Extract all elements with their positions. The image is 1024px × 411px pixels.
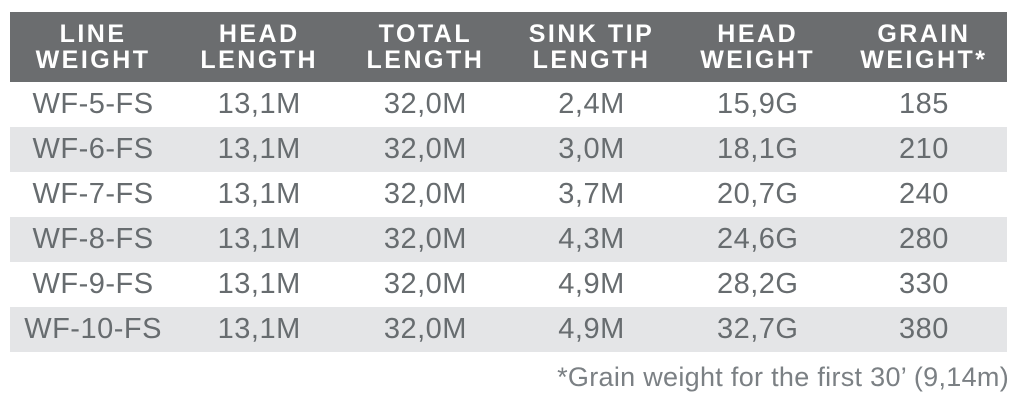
table-row: WF-7-FS 13,1M 32,0M 3,7M 20,7G 240 xyxy=(10,172,1007,217)
col-header-head-length: HEAD LENGTH xyxy=(176,12,342,82)
cell-grain-weight: 240 xyxy=(898,178,949,210)
cell-grain-weight: 380 xyxy=(898,313,949,345)
cell-head-length: 13,1M xyxy=(217,313,301,345)
line-spec-table: LINE WEIGHT HEAD LENGTH TOTAL LENGTH SIN… xyxy=(10,12,1007,352)
col-header-line1: LINE xyxy=(59,20,127,48)
cell-line-weight: WF-9-FS xyxy=(32,268,154,300)
cell-head-weight: 18,1G xyxy=(716,133,799,165)
cell-sink-tip-length: 4,9M xyxy=(558,268,625,300)
cell-line-weight: WF-6-FS xyxy=(32,133,154,165)
cell-sink-tip-length: 3,7M xyxy=(558,178,625,210)
cell-line-weight: WF-10-FS xyxy=(24,313,162,345)
cell-sink-tip-length: 4,9M xyxy=(558,313,625,345)
col-header-total-length: TOTAL LENGTH xyxy=(342,12,508,82)
cell-total-length: 32,0M xyxy=(383,313,467,345)
cell-head-weight: 20,7G xyxy=(716,178,799,210)
col-header-head-weight: HEAD WEIGHT xyxy=(675,12,841,82)
cell-sink-tip-length: 4,3M xyxy=(558,223,625,255)
cell-sink-tip-length: 2,4M xyxy=(558,88,625,120)
cell-head-length: 13,1M xyxy=(217,178,301,210)
cell-head-weight: 32,7G xyxy=(716,313,799,345)
cell-total-length: 32,0M xyxy=(383,268,467,300)
table-header: LINE WEIGHT HEAD LENGTH TOTAL LENGTH SIN… xyxy=(10,12,1007,82)
cell-grain-weight: 330 xyxy=(898,268,949,300)
table-body: WF-5-FS 13,1M 32,0M 2,4M 15,9G 185 WF-6-… xyxy=(10,82,1007,352)
cell-head-length: 13,1M xyxy=(217,268,301,300)
cell-total-length: 32,0M xyxy=(383,133,467,165)
col-header-line2: LENGTH xyxy=(532,46,651,74)
cell-head-length: 13,1M xyxy=(217,88,301,120)
col-header-sink-tip-length: SINK TIP LENGTH xyxy=(508,12,674,82)
cell-grain-weight: 210 xyxy=(898,133,949,165)
cell-grain-weight: 280 xyxy=(898,223,949,255)
grain-weight-footnote: *Grain weight for the first 30’ (9,14m) xyxy=(557,362,1009,392)
cell-head-length: 13,1M xyxy=(217,223,301,255)
cell-head-length: 13,1M xyxy=(217,133,301,165)
table-row: WF-6-FS 13,1M 32,0M 3,0M 18,1G 210 xyxy=(10,127,1007,172)
col-header-line2: LENGTH xyxy=(366,46,485,74)
col-header-line2: WEIGHT* xyxy=(860,46,988,74)
header-row: LINE WEIGHT HEAD LENGTH TOTAL LENGTH SIN… xyxy=(10,12,1007,82)
cell-head-weight: 24,6G xyxy=(716,223,799,255)
cell-head-weight: 15,9G xyxy=(716,88,799,120)
cell-line-weight: WF-5-FS xyxy=(32,88,154,120)
table-row: WF-5-FS 13,1M 32,0M 2,4M 15,9G 185 xyxy=(10,82,1007,127)
cell-grain-weight: 185 xyxy=(898,88,949,120)
cell-total-length: 32,0M xyxy=(383,88,467,120)
table-row: WF-8-FS 13,1M 32,0M 4,3M 24,6G 280 xyxy=(10,217,1007,262)
cell-total-length: 32,0M xyxy=(383,178,467,210)
col-header-line-weight: LINE WEIGHT xyxy=(10,12,176,82)
col-header-line2: LENGTH xyxy=(200,46,319,74)
col-header-line2: WEIGHT xyxy=(700,46,816,74)
table-row: WF-10-FS 13,1M 32,0M 4,9M 32,7G 380 xyxy=(10,307,1007,352)
cell-sink-tip-length: 3,0M xyxy=(558,133,625,165)
col-header-line1: HEAD xyxy=(717,20,799,48)
col-header-line1: TOTAL xyxy=(378,20,473,48)
col-header-grain-weight: GRAIN WEIGHT* xyxy=(841,12,1007,82)
cell-head-weight: 28,2G xyxy=(716,268,799,300)
col-header-line2: WEIGHT xyxy=(35,46,151,74)
cell-line-weight: WF-8-FS xyxy=(32,223,154,255)
col-header-line1: HEAD xyxy=(218,20,300,48)
col-header-line1: SINK TIP xyxy=(528,20,655,48)
cell-total-length: 32,0M xyxy=(383,223,467,255)
col-header-line1: GRAIN xyxy=(877,20,971,48)
cell-line-weight: WF-7-FS xyxy=(32,178,154,210)
table-row: WF-9-FS 13,1M 32,0M 4,9M 28,2G 330 xyxy=(10,262,1007,307)
